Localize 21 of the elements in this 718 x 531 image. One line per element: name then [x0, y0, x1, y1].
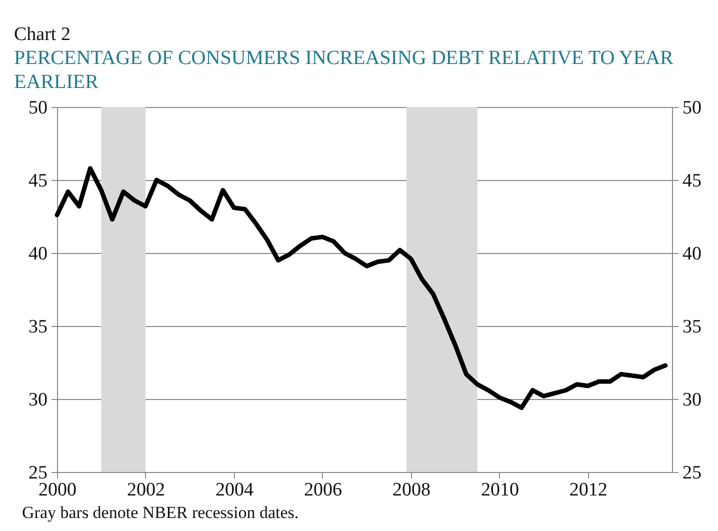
x-tick-label: 2008	[392, 480, 430, 500]
y2-tick-label: 45	[682, 170, 702, 192]
x-tick-label: 2002	[126, 480, 165, 500]
y-tick-label: 45	[28, 170, 48, 192]
chart-subtitle: PERCENTAGE OF CONSUMERS INCREASING DEBT RELATIVE TO YEAR EARLIER	[14, 46, 674, 94]
chart-title: Chart 2	[14, 24, 70, 46]
y-tick-label: 35	[28, 316, 48, 338]
y-tick-label: 50	[28, 98, 48, 118]
line-series	[54, 166, 668, 410]
x-tick-label: 2012	[569, 480, 608, 500]
y2-tick-label: 35	[682, 316, 702, 338]
x-tick-label: 2004	[215, 480, 254, 500]
text: Gray bars denote NBER recession dates.	[22, 503, 299, 523]
y2-tick-label: 25	[682, 462, 702, 484]
y-tick-label: 30	[28, 390, 48, 410]
x-tick-label: 2010	[480, 480, 519, 500]
y-tick-label: 40	[28, 244, 48, 264]
y2-tick-label: 40	[682, 244, 702, 264]
x-tick-label: 2006	[304, 480, 342, 500]
y2-tick-label: 50	[682, 98, 702, 118]
y2-tick-label: 30	[682, 390, 702, 410]
